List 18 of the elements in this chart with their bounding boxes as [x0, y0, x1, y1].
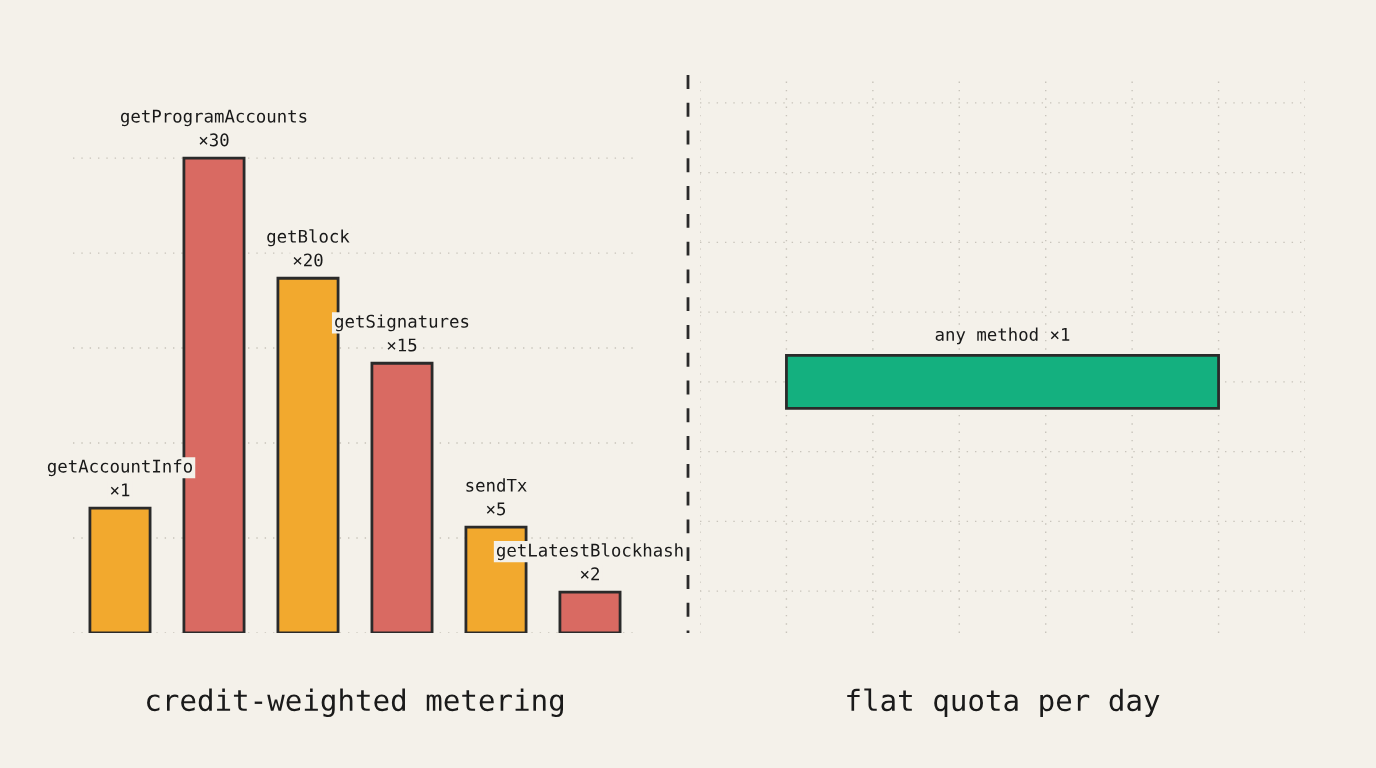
bar	[558, 590, 622, 633]
x-tick-label: getBlock	[267, 229, 350, 247]
annotation: ×5	[486, 502, 506, 516]
x-tick-label: getLatestBlockhash	[496, 543, 683, 561]
bar	[370, 361, 434, 633]
annotation: ×2	[580, 567, 599, 581]
x-tick-label: getProgramAccounts	[120, 109, 307, 127]
x-axis-title: flat quota per day	[847, 688, 1160, 717]
annotation: ×30	[199, 133, 229, 147]
annotation: ×20	[293, 253, 323, 267]
annotation: ×15	[387, 338, 417, 352]
bar	[88, 506, 152, 633]
x-tick-label: sendTx	[466, 478, 527, 492]
x-axis-title: credit-weighted metering	[147, 688, 563, 717]
x-tick-label: getSignatures	[335, 314, 469, 332]
x-tick-label: getAccountInfo	[47, 459, 193, 477]
annotation: ×1	[110, 483, 130, 497]
y-tick-label: any method ×1	[935, 327, 1070, 345]
